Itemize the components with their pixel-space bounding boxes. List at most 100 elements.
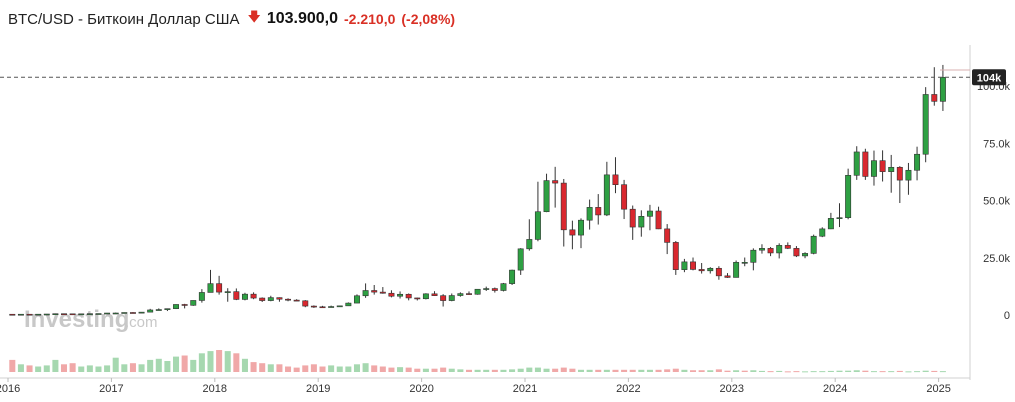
- candle-body: [474, 288, 481, 295]
- candle-body: [655, 210, 662, 230]
- candles: [9, 64, 946, 316]
- volume-bar: [664, 369, 671, 372]
- x-axis: 2016 2017 2018 2019 2020 2021 2022 2023 2024 2025: [0, 378, 951, 395]
- volume-bar: [621, 369, 628, 372]
- candle-body: [104, 312, 111, 315]
- candle-body: [758, 248, 765, 251]
- volume-bar: [741, 370, 748, 372]
- volume-bar: [646, 369, 653, 372]
- candle-body: [302, 300, 309, 307]
- volume-bar: [224, 351, 231, 372]
- candle-body: [9, 313, 16, 316]
- candle-body: [241, 293, 248, 300]
- volume-bar: [293, 367, 300, 372]
- candle-body: [397, 293, 404, 297]
- candle-body: [319, 306, 326, 309]
- candle-body: [448, 295, 455, 301]
- volume-bar: [69, 363, 76, 372]
- volume-bar: [939, 371, 946, 373]
- candle-body: [819, 228, 826, 237]
- candle-body: [285, 298, 292, 301]
- candle-body: [517, 248, 524, 271]
- candle-body: [741, 262, 748, 264]
- x-tick-label: 2023: [720, 383, 744, 395]
- volume-bar: [853, 370, 860, 372]
- candle-body: [405, 293, 412, 299]
- volume-bars: [9, 350, 946, 373]
- volume-bar: [845, 370, 852, 372]
- candle-body: [793, 248, 800, 257]
- candle-body: [422, 293, 429, 300]
- candle-body: [836, 217, 843, 219]
- volume-bar: [138, 364, 145, 372]
- volume-bar: [896, 370, 903, 372]
- volume-bar: [147, 359, 154, 372]
- volume-bar: [60, 364, 68, 372]
- candle-body: [414, 297, 421, 300]
- candle-body: [138, 311, 145, 314]
- x-tick-label: 2024: [823, 383, 847, 395]
- volume-bar: [250, 362, 257, 372]
- volume-bar: [52, 359, 59, 372]
- volume-bar: [758, 370, 765, 372]
- volume-bar: [465, 369, 473, 372]
- volume-bar: [86, 365, 93, 372]
- x-tick-label: 2018: [203, 383, 227, 395]
- volume-bar: [517, 368, 524, 372]
- candle-body: [698, 269, 705, 272]
- candle-body: [784, 245, 791, 249]
- volume-bar: [888, 371, 895, 373]
- volume-bar: [216, 350, 223, 372]
- volume-bar: [302, 365, 309, 372]
- volume-bar: [862, 370, 869, 372]
- candle-body: [61, 313, 67, 315]
- volume-bar: [362, 363, 369, 372]
- volume-bar: [78, 366, 85, 372]
- volume-bar: [43, 365, 50, 372]
- volume-bar: [810, 371, 817, 373]
- candle-body: [672, 242, 679, 270]
- x-tick-label: 2017: [99, 383, 123, 395]
- volume-bar: [690, 370, 697, 372]
- volume-bar: [655, 369, 662, 372]
- candle-body: [388, 292, 395, 297]
- candle-body: [95, 313, 102, 315]
- x-tick-label: 2016: [0, 383, 20, 395]
- candle-body: [129, 312, 136, 314]
- volume-bar: [181, 355, 188, 372]
- candle-body: [224, 291, 231, 293]
- volume-bar: [104, 365, 111, 372]
- volume-bar: [164, 361, 171, 372]
- candle-body: [810, 235, 817, 254]
- candle-body: [336, 305, 343, 308]
- candle-body: [250, 293, 257, 299]
- volume-bar: [17, 364, 24, 372]
- volume-bar: [233, 353, 240, 372]
- volume-bar: [672, 368, 679, 372]
- volume-bar: [259, 363, 266, 372]
- volume-bar: [328, 365, 335, 372]
- candle-body: [466, 293, 472, 295]
- instrument-title: BTC/USD - Биткоин Доллар США: [8, 10, 240, 28]
- candle-body: [483, 288, 490, 290]
- volume-bar: [336, 366, 343, 372]
- candle-body: [922, 94, 929, 155]
- volume-bar: [173, 356, 180, 372]
- y-tick-label: 0: [1004, 310, 1010, 322]
- candle-body: [646, 210, 653, 217]
- candle-body: [543, 180, 550, 213]
- volume-bar: [905, 371, 912, 373]
- volume-bar: [155, 358, 162, 372]
- candle-body: [457, 293, 464, 296]
- candle-body: [181, 304, 188, 306]
- volume-bar: [35, 366, 42, 372]
- candle-body: [621, 184, 628, 210]
- x-tick-label: 2025: [926, 383, 950, 395]
- volume-bar: [319, 366, 326, 372]
- volume-bar: [784, 371, 791, 373]
- candle-body: [35, 313, 42, 316]
- price-change: -2.210,0: [344, 11, 396, 27]
- volume-bar: [931, 370, 938, 372]
- volume-bar: [276, 364, 283, 372]
